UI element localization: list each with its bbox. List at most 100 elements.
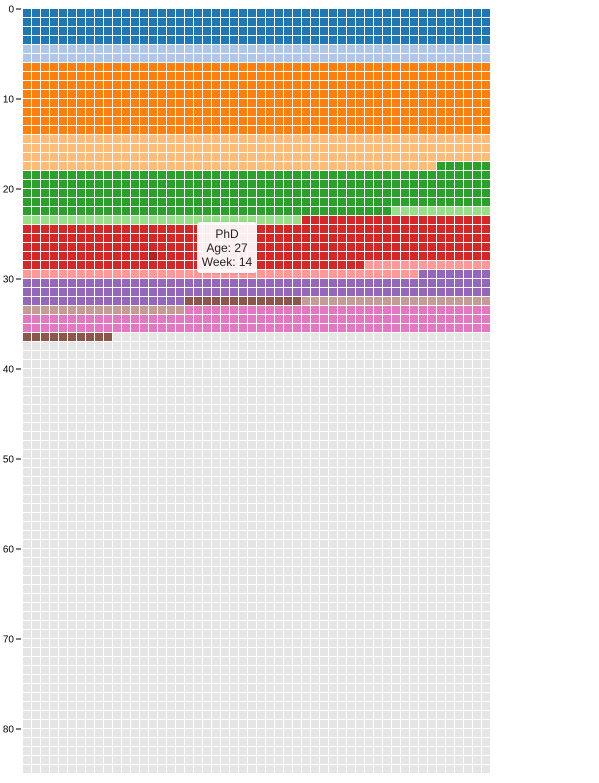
week-cell[interactable]: [446, 639, 454, 647]
week-cell[interactable]: [482, 207, 490, 215]
week-cell[interactable]: [167, 315, 175, 323]
week-cell[interactable]: [212, 612, 220, 620]
week-cell[interactable]: [212, 756, 220, 764]
week-cell[interactable]: [131, 738, 139, 746]
week-cell[interactable]: [212, 351, 220, 359]
week-cell[interactable]: [230, 684, 238, 692]
week-cell[interactable]: [32, 117, 40, 125]
week-cell[interactable]: [95, 459, 103, 467]
week-cell[interactable]: [59, 630, 67, 638]
week-cell[interactable]: [428, 711, 436, 719]
week-cell[interactable]: [194, 135, 202, 143]
week-cell[interactable]: [302, 423, 310, 431]
week-cell[interactable]: [248, 63, 256, 71]
week-cell[interactable]: [185, 99, 193, 107]
week-cell[interactable]: [302, 135, 310, 143]
week-cell[interactable]: [185, 495, 193, 503]
week-cell[interactable]: [284, 360, 292, 368]
week-cell[interactable]: [113, 144, 121, 152]
week-cell[interactable]: [23, 108, 31, 116]
week-cell[interactable]: [203, 666, 211, 674]
week-cell[interactable]: [158, 36, 166, 44]
week-cell[interactable]: [86, 288, 94, 296]
week-cell[interactable]: [419, 432, 427, 440]
week-cell[interactable]: [473, 513, 481, 521]
week-cell[interactable]: [329, 603, 337, 611]
week-cell[interactable]: [149, 378, 157, 386]
week-cell[interactable]: [284, 567, 292, 575]
week-cell[interactable]: [410, 558, 418, 566]
week-cell[interactable]: [185, 648, 193, 656]
week-cell[interactable]: [401, 423, 409, 431]
week-cell[interactable]: [383, 423, 391, 431]
week-cell[interactable]: [41, 414, 49, 422]
week-cell[interactable]: [311, 27, 319, 35]
week-cell[interactable]: [455, 171, 463, 179]
week-cell[interactable]: [455, 36, 463, 44]
week-cell[interactable]: [464, 36, 472, 44]
week-cell[interactable]: [311, 36, 319, 44]
week-cell[interactable]: [419, 540, 427, 548]
week-cell[interactable]: [59, 216, 67, 224]
week-cell[interactable]: [158, 702, 166, 710]
week-cell[interactable]: [446, 387, 454, 395]
week-cell[interactable]: [149, 414, 157, 422]
week-cell[interactable]: [275, 423, 283, 431]
week-cell[interactable]: [239, 477, 247, 485]
week-cell[interactable]: [59, 702, 67, 710]
week-cell[interactable]: [338, 54, 346, 62]
week-cell[interactable]: [176, 216, 184, 224]
week-cell[interactable]: [473, 567, 481, 575]
week-cell[interactable]: [59, 765, 67, 773]
week-cell[interactable]: [275, 189, 283, 197]
week-cell[interactable]: [50, 621, 58, 629]
week-cell[interactable]: [59, 648, 67, 656]
week-cell[interactable]: [212, 81, 220, 89]
week-cell[interactable]: [302, 405, 310, 413]
week-cell[interactable]: [293, 504, 301, 512]
week-cell[interactable]: [32, 126, 40, 134]
week-cell[interactable]: [221, 711, 229, 719]
week-cell[interactable]: [149, 522, 157, 530]
week-cell[interactable]: [383, 648, 391, 656]
week-cell[interactable]: [59, 90, 67, 98]
week-cell[interactable]: [122, 81, 130, 89]
week-cell[interactable]: [347, 729, 355, 737]
week-cell[interactable]: [95, 765, 103, 773]
week-cell[interactable]: [320, 36, 328, 44]
week-cell[interactable]: [176, 639, 184, 647]
week-cell[interactable]: [419, 468, 427, 476]
week-cell[interactable]: [41, 369, 49, 377]
week-cell[interactable]: [104, 432, 112, 440]
week-cell[interactable]: [401, 648, 409, 656]
week-cell[interactable]: [248, 369, 256, 377]
week-cell[interactable]: [131, 621, 139, 629]
week-cell[interactable]: [464, 315, 472, 323]
week-cell[interactable]: [410, 468, 418, 476]
week-cell[interactable]: [122, 189, 130, 197]
week-cell[interactable]: [347, 189, 355, 197]
week-cell[interactable]: [275, 90, 283, 98]
week-cell[interactable]: [257, 81, 265, 89]
week-cell[interactable]: [212, 432, 220, 440]
week-cell[interactable]: [374, 279, 382, 287]
week-cell[interactable]: [437, 648, 445, 656]
week-cell[interactable]: [428, 198, 436, 206]
week-cell[interactable]: [212, 45, 220, 53]
week-cell[interactable]: [176, 693, 184, 701]
week-cell[interactable]: [140, 54, 148, 62]
week-cell[interactable]: [248, 144, 256, 152]
week-cell[interactable]: [275, 549, 283, 557]
week-cell[interactable]: [329, 216, 337, 224]
week-cell[interactable]: [104, 81, 112, 89]
week-cell[interactable]: [176, 243, 184, 251]
week-cell[interactable]: [356, 117, 364, 125]
week-cell[interactable]: [59, 135, 67, 143]
week-cell[interactable]: [284, 612, 292, 620]
week-cell[interactable]: [194, 648, 202, 656]
week-cell[interactable]: [455, 720, 463, 728]
week-cell[interactable]: [50, 261, 58, 269]
week-cell[interactable]: [383, 261, 391, 269]
week-cell[interactable]: [275, 252, 283, 260]
week-cell[interactable]: [320, 657, 328, 665]
